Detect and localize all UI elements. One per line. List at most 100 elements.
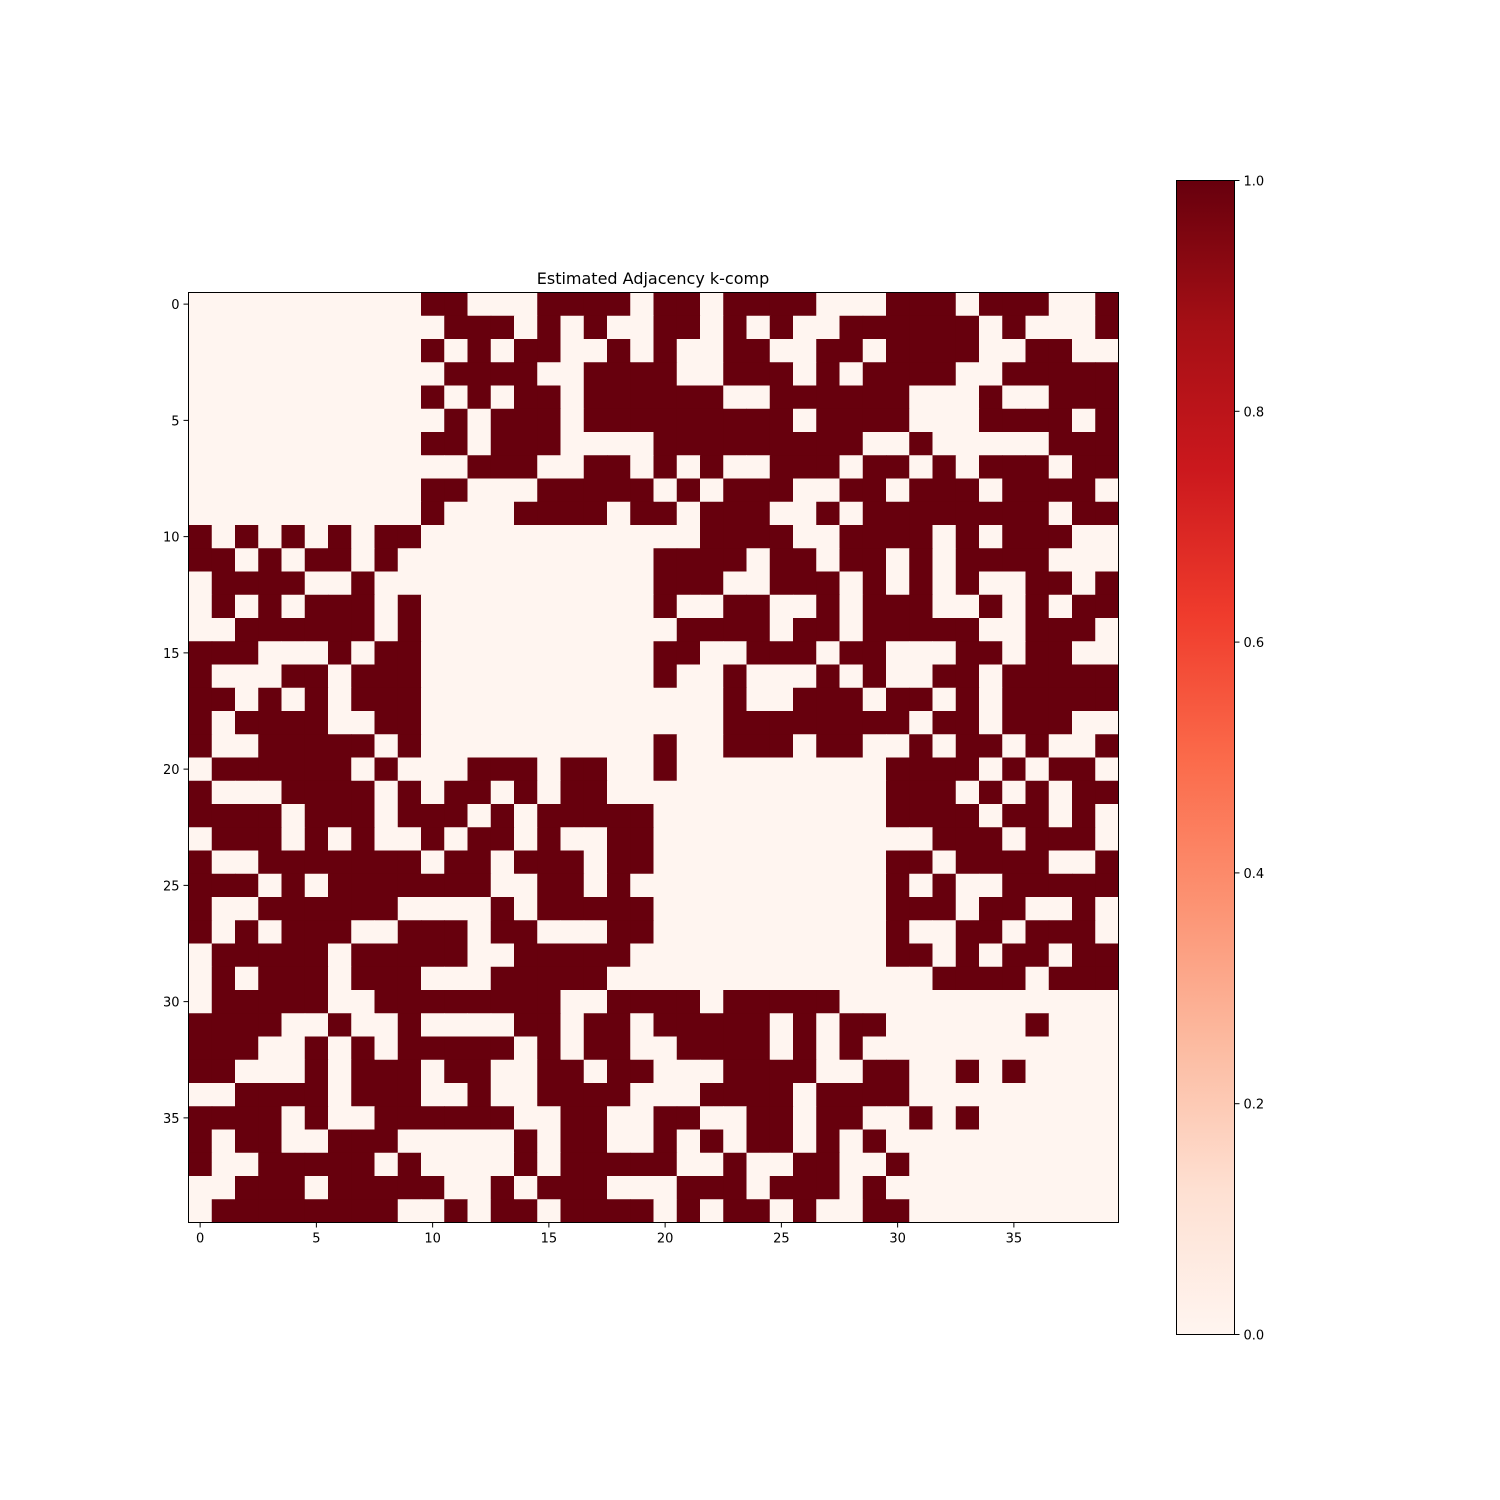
- heatmap-cell-11-29: [862, 548, 887, 572]
- heatmap-cell-15-34: [979, 641, 1003, 665]
- heatmap-cell-30-12: [467, 990, 492, 1014]
- heatmap-cell-38-38: [1072, 1176, 1096, 1200]
- heatmap-cell-18-7: [351, 711, 375, 735]
- heatmap-cell-32-30: [886, 1036, 910, 1061]
- heatmap-cell-5-28: [839, 408, 864, 433]
- heatmap-cell-36-4: [281, 1129, 306, 1154]
- heatmap-cell-15-28: [839, 641, 864, 665]
- heatmap-cell-25-39: [1095, 873, 1119, 898]
- heatmap-cell-38-20: [653, 1176, 678, 1200]
- heatmap-cell-29-11: [444, 966, 468, 991]
- heatmap-cell-20-6: [328, 757, 352, 782]
- heatmap-cell-23-11: [444, 827, 468, 851]
- heatmap-cell-8-35: [1002, 478, 1026, 503]
- heatmap-cell-29-31: [909, 966, 933, 991]
- heatmap-cell-0-25: [769, 292, 794, 317]
- heatmap-cell-21-9: [397, 780, 422, 805]
- heatmap-cell-1-3: [258, 315, 282, 340]
- heatmap-cell-34-14: [514, 1083, 538, 1107]
- heatmap-cell-35-20: [653, 1106, 678, 1130]
- heatmap-cell-0-13: [490, 292, 515, 317]
- heatmap-cell-1-9: [397, 315, 422, 340]
- heatmap-cell-10-11: [444, 525, 468, 549]
- heatmap-cell-19-18: [607, 734, 631, 758]
- heatmap-cell-15-32: [932, 641, 957, 665]
- heatmap-cell-29-34: [979, 966, 1003, 991]
- heatmap-cell-7-24: [746, 455, 771, 479]
- heatmap-cell-38-36: [1025, 1176, 1050, 1200]
- heatmap-cell-18-5: [304, 711, 329, 735]
- heatmap-cell-3-24: [746, 362, 771, 386]
- heatmap-cell-25-8: [374, 873, 399, 898]
- heatmap-cell-32-29: [862, 1036, 887, 1061]
- heatmap-cell-8-2: [235, 478, 259, 503]
- heatmap-cell-17-25: [769, 687, 794, 712]
- heatmap-cell-24-26: [793, 850, 817, 875]
- heatmap-cell-5-14: [514, 408, 538, 433]
- heatmap-cell-3-28: [839, 362, 864, 386]
- heatmap-cell-29-38: [1072, 966, 1096, 991]
- heatmap-cell-38-1: [211, 1176, 236, 1200]
- heatmap-cell-12-38: [1072, 571, 1096, 596]
- heatmap-cell-33-14: [514, 1059, 538, 1084]
- heatmap-cell-28-22: [700, 943, 724, 968]
- y-tick-label: 20: [163, 763, 180, 778]
- heatmap-cell-34-13: [490, 1083, 515, 1107]
- heatmap-cell-31-19: [630, 1013, 654, 1037]
- heatmap-cell-14-5: [304, 618, 329, 642]
- heatmap-cell-34-1: [211, 1083, 236, 1107]
- heatmap-cell-14-11: [444, 618, 468, 642]
- heatmap-cell-24-11: [444, 850, 468, 875]
- heatmap-cell-37-29: [862, 1152, 887, 1177]
- heatmap-cell-11-33: [955, 548, 980, 572]
- heatmap-cell-13-30: [886, 594, 910, 619]
- heatmap-cell-16-2: [235, 664, 259, 689]
- heatmap-cell-15-11: [444, 641, 468, 665]
- heatmap-cell-7-25: [769, 455, 794, 479]
- heatmap-cell-24-24: [746, 850, 771, 875]
- heatmap-cell-9-10: [421, 501, 445, 526]
- heatmap-cell-12-5: [304, 571, 329, 596]
- heatmap-cell-32-14: [514, 1036, 538, 1061]
- heatmap-cell-16-7: [351, 664, 375, 689]
- heatmap-cell-2-1: [211, 339, 236, 363]
- heatmap-cell-16-38: [1072, 664, 1096, 689]
- heatmap-cell-30-29: [862, 990, 887, 1014]
- heatmap-cell-11-2: [235, 548, 259, 572]
- heatmap-cell-22-33: [955, 804, 980, 828]
- heatmap-cell-34-19: [630, 1083, 654, 1107]
- heatmap-cell-22-2: [235, 804, 259, 828]
- heatmap-cell-9-19: [630, 501, 654, 526]
- heatmap-cell-12-22: [700, 571, 724, 596]
- heatmap-cell-13-5: [304, 594, 329, 619]
- heatmap-cell-14-24: [746, 618, 771, 642]
- heatmap-cell-31-8: [374, 1013, 399, 1037]
- heatmap-cell-26-14: [514, 897, 538, 921]
- heatmap-cell-31-0: [188, 1013, 213, 1037]
- heatmap-cell-16-32: [932, 664, 957, 689]
- heatmap-cell-24-30: [886, 850, 910, 875]
- heatmap-cell-3-8: [374, 362, 399, 386]
- heatmap-cell-7-38: [1072, 455, 1096, 479]
- heatmap-cell-14-34: [979, 618, 1003, 642]
- heatmap-cell-4-1: [211, 385, 236, 410]
- x-tick-label: 0: [196, 1232, 204, 1247]
- heatmap-cell-0-20: [653, 292, 678, 317]
- heatmap-cell-16-10: [421, 664, 445, 689]
- heatmap-cell-24-19: [630, 850, 654, 875]
- heatmap-cell-20-39: [1095, 757, 1119, 782]
- heatmap-cell-22-15: [537, 804, 561, 828]
- heatmap-cell-22-32: [932, 804, 957, 828]
- heatmap-cell-33-1: [211, 1059, 236, 1084]
- heatmap-cell-34-25: [769, 1083, 794, 1107]
- heatmap-cell-1-37: [1048, 315, 1073, 340]
- heatmap-cell-29-28: [839, 966, 864, 991]
- heatmap-cell-34-5: [304, 1083, 329, 1107]
- heatmap-cell-5-19: [630, 408, 654, 433]
- heatmap-cell-22-18: [607, 804, 631, 828]
- heatmap-cell-10-22: [700, 525, 724, 549]
- heatmap-cell-25-38: [1072, 873, 1096, 898]
- heatmap-cell-2-20: [653, 339, 678, 363]
- heatmap-cell-8-28: [839, 478, 864, 503]
- heatmap-cell-33-13: [490, 1059, 515, 1084]
